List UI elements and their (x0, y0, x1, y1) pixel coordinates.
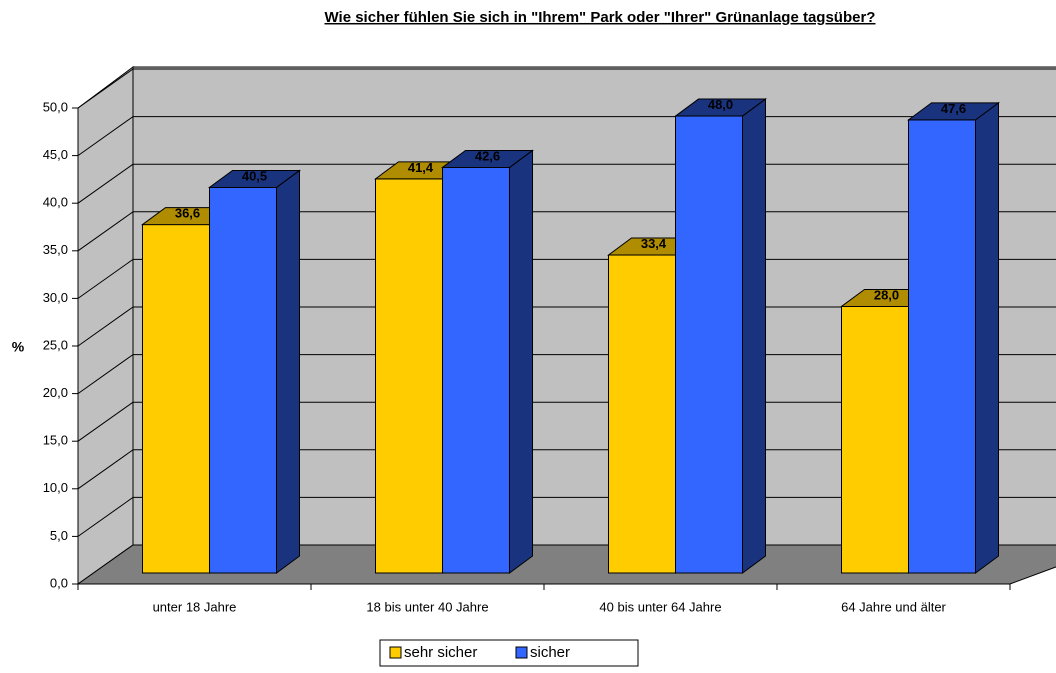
data-label: 28,0 (874, 287, 899, 302)
data-label: 36,6 (175, 206, 200, 221)
y-tick-label: 25,0 (43, 337, 68, 352)
data-label: 41,4 (408, 160, 434, 175)
grid-line (77, 449, 134, 490)
bar-side (975, 101, 999, 574)
bar-top (207, 169, 302, 188)
grid-line (77, 116, 134, 157)
grid-line (77, 401, 134, 442)
data-label: 33,4 (641, 236, 667, 251)
data-label: 42,6 (475, 148, 500, 163)
bar (442, 166, 510, 574)
y-tick-label: 15,0 (43, 433, 68, 448)
grid-line (77, 496, 134, 537)
y-tick-label: 40,0 (43, 195, 68, 210)
bar (375, 178, 443, 574)
y-tick-label: 0,0 (50, 575, 68, 590)
bar (209, 186, 277, 574)
bar (675, 115, 743, 574)
legend-label: sehr sicher (404, 644, 477, 661)
x-tick-label: unter 18 Jahre (153, 599, 237, 614)
legend-label: sicher (530, 644, 570, 661)
grid-line (77, 163, 134, 204)
y-tick-label: 35,0 (43, 242, 68, 257)
bar (908, 119, 976, 574)
grid-line (77, 68, 134, 109)
legend-box (379, 639, 639, 667)
chart-title: Wie sicher fühlen Sie sich in "Ihrem" Pa… (325, 9, 876, 26)
x-tick-label: 64 Jahre und älter (841, 599, 946, 614)
bar-top (440, 149, 535, 168)
bar-top (673, 98, 768, 117)
legend-swatch (515, 646, 528, 659)
y-tick-label: 30,0 (43, 290, 68, 305)
legend-swatch (389, 646, 402, 659)
grid-line (77, 258, 134, 299)
side-wall (77, 66, 134, 585)
y-tick-label: 50,0 (43, 99, 68, 114)
x-tick-label: 40 bis unter 64 Jahre (599, 599, 721, 614)
data-label: 47,6 (941, 101, 966, 116)
bar-top (906, 102, 1001, 121)
grid-line (77, 306, 134, 347)
data-label: 40,5 (242, 168, 267, 183)
bar-side (276, 169, 300, 574)
y-tick-label: 5,0 (50, 528, 68, 543)
bar-side (742, 98, 766, 574)
y-axis-label: % (12, 339, 25, 355)
y-tick-label: 10,0 (43, 480, 68, 495)
grid-line (77, 354, 134, 395)
y-tick-label: 45,0 (43, 147, 68, 162)
y-tick-label: 20,0 (43, 385, 68, 400)
x-tick-label: 18 bis unter 40 Jahre (366, 599, 488, 614)
data-label: 48,0 (708, 97, 733, 112)
bar-side (509, 149, 533, 574)
bar (142, 224, 210, 574)
grid-line (77, 211, 134, 252)
bar (608, 254, 676, 574)
bar (841, 305, 909, 574)
